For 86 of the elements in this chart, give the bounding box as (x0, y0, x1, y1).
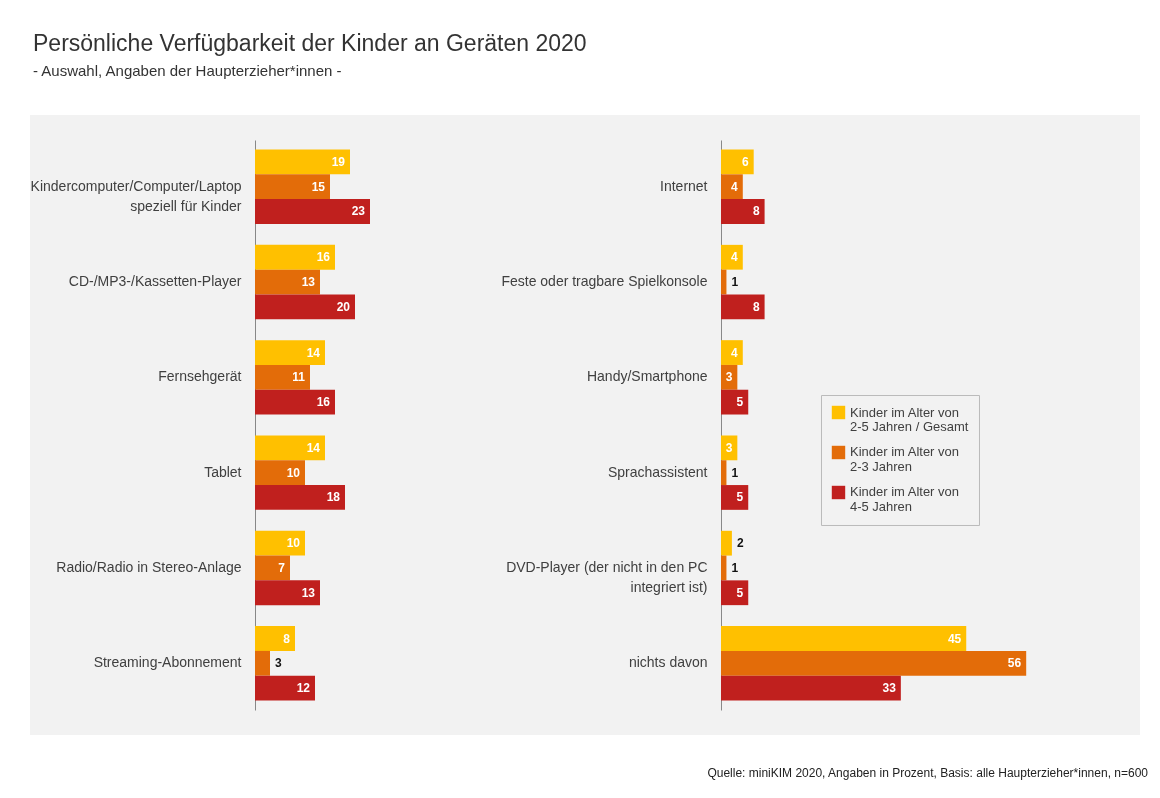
bar (255, 269, 320, 295)
data-label: 7 (278, 560, 286, 575)
bar (720, 149, 754, 175)
data-label: 6 (742, 154, 750, 169)
bar (255, 244, 335, 270)
data-label: 13 (301, 275, 316, 290)
data-label: 11 (292, 370, 306, 385)
bar (255, 555, 290, 581)
data-label: 23 (351, 204, 366, 219)
bar (720, 244, 743, 270)
data-label: 20 (336, 299, 351, 314)
bar (720, 340, 743, 365)
data-label: 5 (736, 395, 744, 410)
chart-title: Persönliche Verfügbarkeit der Kinder an Geräten 2020 (33, 30, 587, 57)
data-label: 5 (736, 585, 744, 600)
data-label: 14 (306, 345, 321, 360)
bar (720, 485, 749, 510)
legend-label: Kinder im Alter von 2-5 Jahren / Gesamt (849, 404, 969, 435)
bar (255, 294, 355, 320)
bar (720, 294, 765, 320)
bar (255, 149, 350, 175)
bar (720, 530, 732, 556)
data-label: 3 (725, 370, 733, 385)
data-label: 33 (882, 681, 897, 696)
data-label: 18 (326, 490, 341, 505)
data-label: 4 (731, 179, 739, 194)
data-label: 16 (316, 395, 331, 410)
bar (720, 199, 765, 224)
y-tick-label: Streaming-Abonnement (93, 654, 242, 671)
y-tick-label: Fernsehgerät (158, 368, 242, 385)
y-tick-label: CD-/MP3-/Kassetten-Player (68, 273, 242, 290)
bar (255, 340, 325, 365)
bar (720, 675, 901, 701)
data-label: 56 (1007, 656, 1022, 671)
data-label: 4 (731, 250, 739, 265)
data-label: 8 (752, 299, 760, 314)
bar (255, 460, 305, 486)
bar (720, 460, 727, 486)
y-tick-label: Internet (660, 177, 708, 194)
data-label: 1 (731, 465, 739, 480)
data-label: 16 (316, 250, 331, 265)
data-label: 19 (331, 154, 346, 169)
bar (255, 675, 315, 701)
y-tick-label: Sprachassistent (608, 463, 708, 480)
bar (255, 626, 295, 651)
data-label: 1 (731, 560, 739, 575)
bar (255, 389, 335, 415)
data-label: 12 (296, 681, 311, 696)
data-label: 10 (286, 536, 301, 551)
data-label: 45 (947, 631, 962, 646)
y-tick-label: DVD-Player (der nicht in den PC integriert ist) (506, 558, 708, 595)
chart-subtitle: - Auswahl, Angaben der Haupterzieher*innen - (33, 62, 342, 79)
bar (255, 530, 305, 556)
bar (255, 485, 345, 510)
data-label: 8 (752, 204, 760, 219)
data-label: 13 (301, 585, 316, 600)
bar (255, 435, 325, 461)
legend-label: Kinder im Alter von 2-3 Jahren (849, 444, 959, 475)
data-label: 14 (306, 440, 321, 455)
data-label: 15 (311, 179, 326, 194)
bar (720, 174, 743, 200)
bar (255, 580, 320, 606)
bar (255, 650, 270, 676)
bar (255, 174, 330, 200)
y-tick-label: Tablet (204, 463, 242, 480)
bar (255, 199, 370, 224)
data-label: 3 (275, 656, 282, 671)
data-label: 4 (731, 345, 739, 360)
bar (720, 650, 1027, 676)
y-tick-label: Handy/Smartphone (587, 368, 708, 385)
data-label: 8 (283, 631, 291, 646)
bar (255, 364, 310, 390)
legend-label: Kinder im Alter von 4-5 Jahren (849, 484, 959, 515)
y-tick-label: nichts davon (628, 654, 708, 671)
data-label: 5 (736, 490, 744, 505)
bar (720, 389, 749, 415)
bar (720, 626, 967, 651)
data-label: 2 (736, 536, 744, 551)
source-note: Quelle: miniKIM 2020, Angaben in Prozent, Basis: alle Haupterzieher*innen, n=600 (707, 766, 1148, 780)
bar (720, 580, 749, 606)
y-tick-label: Kindercomputer/Computer/Laptop speziell für Kinder (30, 177, 242, 214)
data-label: 3 (725, 440, 733, 455)
y-tick-label: Feste oder tragbare Spielkonsole (501, 273, 708, 290)
y-tick-label: Radio/Radio in Stereo-Anlage (56, 558, 242, 575)
data-label: 1 (731, 275, 739, 290)
data-label: 10 (286, 465, 301, 480)
